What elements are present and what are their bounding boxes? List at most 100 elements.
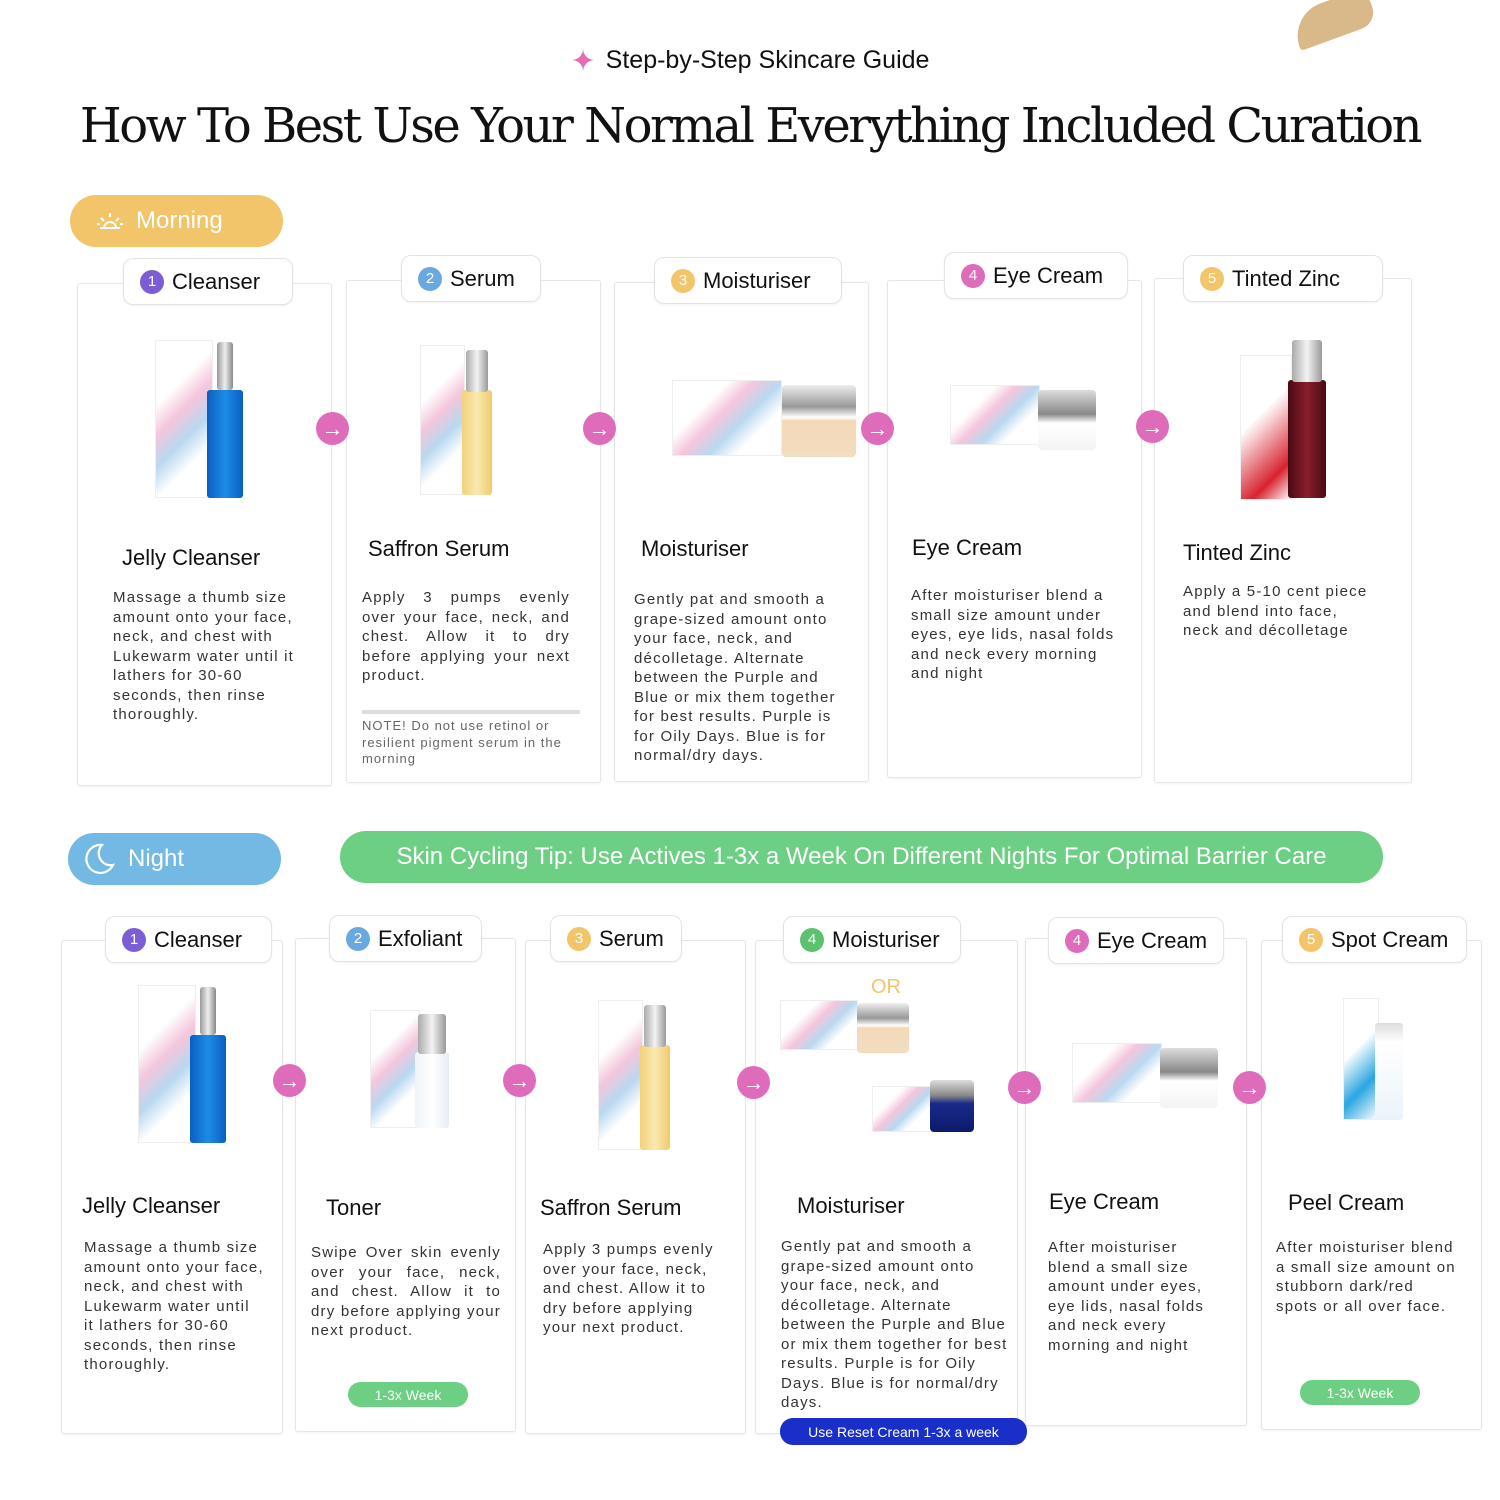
serum-cap-image [644,1005,666,1047]
step-tab-label: Moisturiser [832,926,940,952]
product-instructions: After moisturiser blend a small size amo… [1276,1239,1456,1315]
product-title: Eye Cream [1049,1189,1160,1214]
product-instructions: Apply 3 pumps evenly over your face, nec… [543,1241,714,1336]
morning-label: Morning [70,195,283,247]
product-box-image [1343,998,1379,1120]
toner-bottle-image [415,1052,449,1128]
morning-text: Morning [136,207,223,234]
night-text: Night [128,845,185,872]
cleanser-bottle-image [190,1035,226,1143]
step-tab-label: Eye Cream [1097,927,1208,953]
pump-image [217,342,233,390]
product-title: Jelly Cleanser [82,1193,221,1218]
reset-cream-button: Use Reset Cream 1-3x a week [780,1418,1027,1445]
step-number-badge: 1 [122,927,146,952]
arrow-right-icon: → [583,412,616,445]
moon-icon [85,843,115,874]
moisturiser-jar-image [857,1003,909,1053]
morning-step-tab: 1 Cleanser [123,258,293,305]
step-number-badge: 2 [346,926,370,951]
sunrise-icon [97,213,123,229]
sparkle-icon: ✦ [570,45,596,78]
morning-step-card [614,282,869,782]
pump-image [200,987,216,1035]
morning-step-card [887,280,1142,778]
serum-bottle-image [640,1045,670,1150]
step-tab-label: Exfoliant [378,925,463,951]
product-box-image [780,1000,858,1050]
arrow-right-icon: → [737,1066,770,1099]
product-box-image [1240,355,1292,500]
step-number-badge: 5 [1200,266,1224,291]
arrow-right-icon: → [1008,1071,1041,1104]
step-number-badge: 1 [140,269,164,294]
product-box-image [872,1086,932,1132]
product-instructions: Gently pat and smooth a grape-sized amou… [781,1238,1008,1411]
product-title: Saffron Serum [368,536,510,561]
page-title: How To Best Use Your Normal Everything I… [79,98,1423,154]
frequency-badge: 1-3x Week [348,1382,468,1407]
eye-cream-jar-image [1160,1048,1218,1108]
morning-step-tab: 3 Moisturiser [654,257,842,304]
guide-kicker: ✦ Step-by-Step Skincare Guide [0,44,1500,79]
step-number-badge: 3 [671,268,695,293]
product-box-image [598,1000,643,1150]
toner-cap-image [418,1014,446,1054]
arrow-right-icon: → [1136,410,1169,443]
product-box-image [138,985,196,1143]
night-step-tab: 4 Eye Cream [1048,917,1224,964]
product-title: Eye Cream [912,535,1023,560]
serum-cap-image [466,350,488,392]
frequency-badge: 1-3x Week [1300,1380,1420,1405]
morning-step-tab: 5 Tinted Zinc [1183,255,1383,302]
step-tab-label: Spot Cream [1331,926,1449,952]
skin-cycling-tip: Skin Cycling Tip: Use Actives 1-3x a Wee… [340,831,1383,883]
product-instructions: After moisturiser blend a small size amo… [1048,1239,1205,1354]
step-tab-label: Serum [450,265,515,291]
product-instructions: Apply 3 pumps evenly over your face, nec… [362,589,570,684]
or-label: OR [871,976,901,998]
morning-step-card [1154,278,1412,783]
step-number-badge: 3 [567,926,591,951]
step-number-badge: 4 [961,263,985,288]
night-step-tab: 5 Spot Cream [1282,916,1467,963]
product-instructions: Massage a thumb size amount onto your fa… [84,1239,264,1373]
step-number-badge: 4 [800,927,824,952]
night-step-tab: 4 Moisturiser [783,916,961,963]
step-tab-label: Eye Cream [993,262,1104,288]
product-box-image [950,385,1040,445]
reset-cream-jar-image [930,1080,974,1132]
arrow-right-icon: → [273,1064,306,1097]
step-tab-label: Cleanser [172,268,261,294]
product-title: Moisturiser [641,536,749,561]
product-title: Moisturiser [797,1193,905,1218]
product-instructions: Massage a thumb size amount onto your fa… [113,589,294,723]
product-title: Tinted Zinc [1183,540,1292,565]
step-number-badge: 5 [1299,927,1323,952]
arrow-right-icon: → [503,1064,536,1097]
arrow-right-icon: → [316,412,349,445]
product-box-image [370,1010,420,1128]
product-instructions: Apply a 5-10 cent piece and blend into f… [1183,583,1368,639]
cleanser-bottle-image [207,390,243,498]
night-step-tab: 1 Cleanser [105,916,272,963]
spot-tube-image [1375,1023,1403,1120]
step-tab-label: Cleanser [154,926,243,952]
product-box-image [420,345,465,495]
product-title: Toner [326,1195,382,1220]
step-tab-label: Tinted Zinc [1232,265,1341,291]
product-box-image [1072,1043,1162,1103]
product-title: Saffron Serum [540,1195,682,1220]
product-box-image [672,380,782,456]
night-label: Night [68,833,281,885]
night-step-card [1025,938,1247,1426]
step-tab-label: Moisturiser [703,267,811,293]
product-instructions: After moisturiser blend a small size amo… [911,587,1115,682]
arrow-right-icon: → [861,412,894,445]
serum-bottle-image [462,390,492,495]
step-tab-label: Serum [599,925,664,951]
morning-step-tab: 4 Eye Cream [944,252,1128,299]
product-title: Peel Cream [1288,1190,1405,1215]
kicker-text: Step-by-Step Skincare Guide [605,46,930,74]
night-step-tab: 3 Serum [550,915,682,962]
